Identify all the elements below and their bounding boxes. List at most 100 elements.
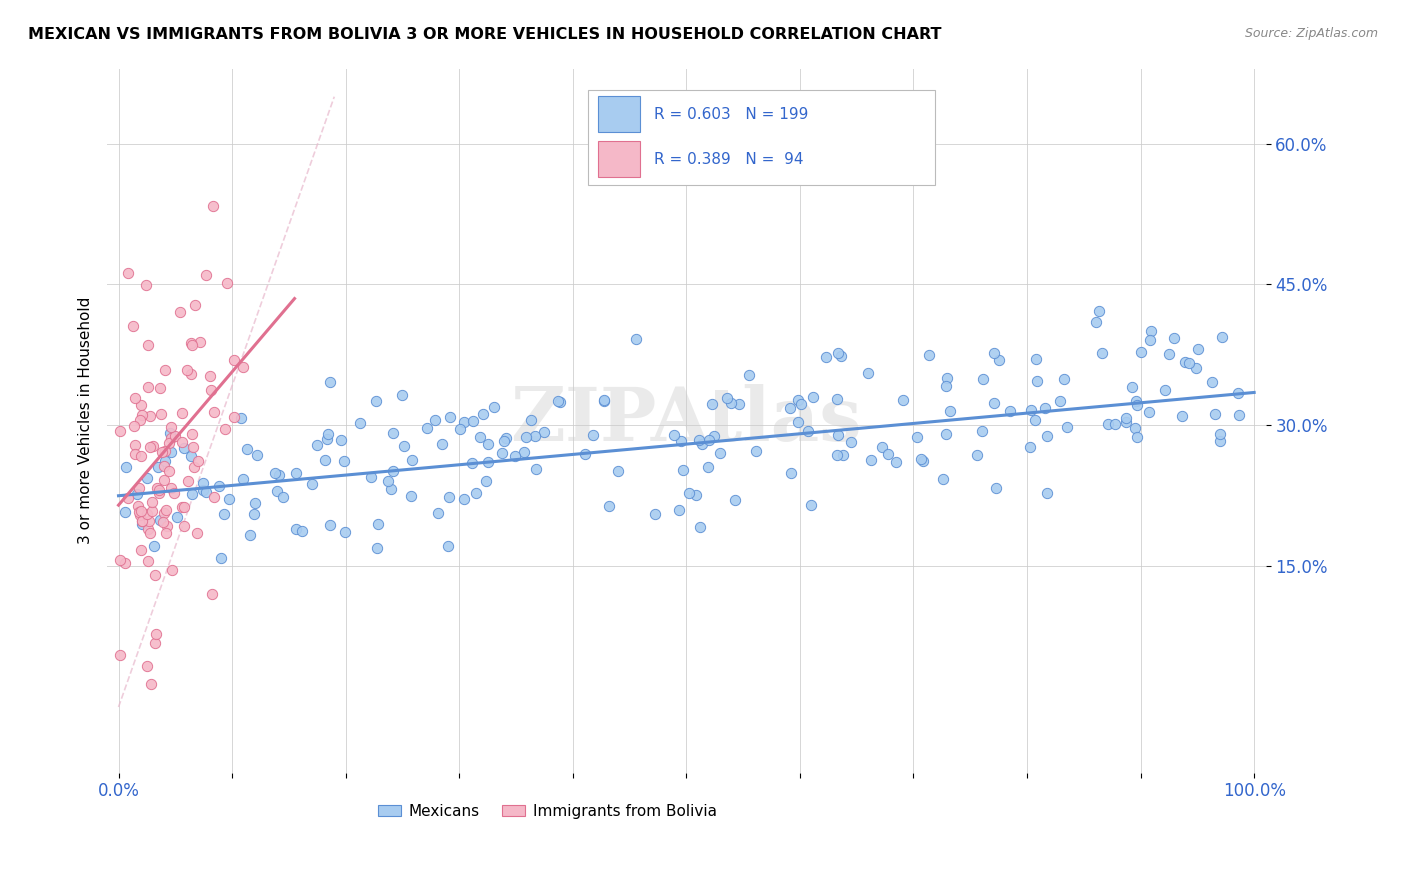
Point: [702, 397, 724, 411]
Point: [128, 505, 150, 519]
Point: [644, 507, 666, 521]
Point: [870, 441, 893, 455]
Point: [172, 435, 194, 450]
Point: [108, 648, 131, 663]
Point: [208, 478, 231, 492]
Point: [626, 332, 648, 346]
Point: [239, 528, 262, 542]
Point: [911, 454, 934, 468]
Point: [160, 444, 183, 458]
Point: [139, 409, 162, 423]
Point: [697, 433, 720, 447]
Point: [152, 507, 174, 521]
Point: [146, 459, 169, 474]
Point: [533, 425, 555, 440]
Point: [202, 404, 225, 418]
Point: [200, 383, 222, 397]
Point: [859, 453, 882, 467]
Point: [471, 407, 494, 421]
Point: [738, 368, 761, 383]
Point: [232, 359, 254, 374]
Point: [830, 349, 852, 363]
Point: [319, 375, 342, 389]
Point: [138, 441, 160, 455]
Point: [709, 446, 731, 460]
Point: [177, 474, 200, 488]
Point: [839, 434, 862, 449]
Point: [148, 483, 170, 497]
Point: [1125, 393, 1147, 408]
Text: Source: ZipAtlas.com: Source: ZipAtlas.com: [1244, 27, 1378, 40]
Point: [163, 486, 186, 500]
Point: [153, 453, 176, 467]
Point: [131, 408, 153, 422]
Point: [136, 471, 159, 485]
Point: [246, 448, 269, 462]
Point: [349, 416, 371, 430]
Point: [936, 371, 959, 385]
Point: [815, 351, 838, 365]
Point: [131, 514, 153, 528]
Point: [209, 551, 232, 566]
Point: [692, 437, 714, 451]
Point: [439, 490, 461, 504]
Point: [291, 524, 314, 539]
Point: [607, 464, 630, 478]
Point: [305, 438, 328, 452]
Point: [135, 277, 157, 292]
Point: [218, 492, 240, 507]
Point: [377, 474, 399, 488]
Point: [484, 400, 506, 414]
Point: [449, 422, 471, 436]
Point: [724, 493, 747, 508]
Point: [170, 406, 193, 420]
Point: [271, 490, 294, 504]
Point: [169, 305, 191, 319]
Point: [1204, 407, 1226, 421]
Point: [149, 513, 172, 527]
Point: [157, 464, 180, 478]
Point: [315, 432, 337, 446]
Point: [382, 464, 405, 478]
Point: [1104, 417, 1126, 432]
Point: [1121, 380, 1143, 394]
Point: [495, 431, 517, 445]
Point: [166, 510, 188, 524]
Point: [155, 526, 177, 541]
Point: [141, 494, 163, 508]
Point: [745, 443, 768, 458]
Point: [124, 448, 146, 462]
Point: [523, 429, 546, 443]
Point: [380, 482, 402, 496]
Point: [366, 541, 388, 556]
Point: [827, 346, 849, 360]
Point: [477, 455, 499, 469]
Point: [186, 526, 208, 541]
Point: [136, 338, 159, 352]
Point: [150, 444, 173, 458]
Point: [1163, 331, 1185, 345]
Point: [180, 336, 202, 351]
Point: [1085, 315, 1108, 329]
Point: [574, 447, 596, 461]
Point: [932, 472, 955, 486]
Point: [972, 372, 994, 386]
Point: [1126, 398, 1149, 412]
Point: [188, 334, 211, 349]
Point: [689, 520, 711, 534]
Point: [138, 525, 160, 540]
Point: [1091, 346, 1114, 360]
Point: [1185, 361, 1208, 376]
Point: [688, 433, 710, 447]
Point: [149, 382, 172, 396]
Point: [779, 401, 801, 415]
Point: [1049, 393, 1071, 408]
Point: [115, 460, 138, 475]
Point: [108, 553, 131, 567]
Point: [515, 429, 537, 443]
Point: [232, 472, 254, 486]
Point: [1174, 355, 1197, 369]
Point: [114, 556, 136, 570]
Point: [1018, 440, 1040, 454]
Point: [1226, 386, 1249, 401]
